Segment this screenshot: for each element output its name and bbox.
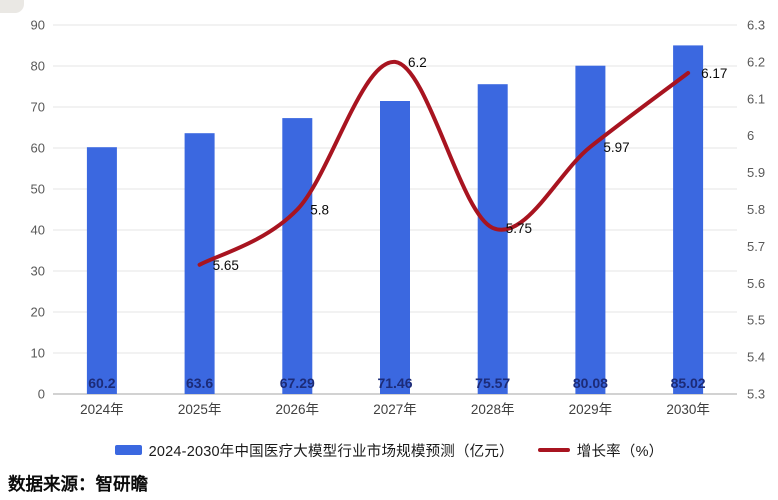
- bar: [477, 84, 508, 394]
- line-value-label: 5.75: [506, 221, 532, 236]
- line-series-swatch-icon: [537, 448, 570, 452]
- bar-series-label: 2024-2030年中国医疗大模型行业市场规模预测（亿元）: [148, 443, 514, 460]
- x-axis-label: 2024年: [80, 402, 124, 417]
- line-value-label: 6.2: [408, 55, 427, 70]
- bar-value-label: 60.2: [88, 375, 115, 391]
- right-axis-tick-label: 5.9: [747, 165, 765, 180]
- line-value-label: 6.17: [701, 66, 727, 81]
- left-axis-tick-label: 20: [31, 305, 45, 320]
- right-axis-tick-label: 6.2: [747, 54, 765, 69]
- bar: [575, 65, 606, 394]
- left-axis-tick-label: 50: [31, 182, 45, 197]
- left-axis-tick-label: 40: [31, 223, 45, 238]
- left-axis-tick-label: 0: [38, 387, 45, 402]
- bar-value-label: 71.46: [377, 375, 412, 391]
- right-axis-tick-label: 5.7: [747, 239, 765, 254]
- left-axis-tick-label: 80: [31, 59, 45, 74]
- bar-series-swatch-icon: [114, 445, 142, 455]
- growth-rate-line: [197, 59, 691, 267]
- left-axis-tick-label: 30: [31, 264, 45, 279]
- left-axis-tick-label: 70: [31, 100, 45, 115]
- bar-value-label: 63.6: [186, 375, 213, 391]
- x-axis-label: 2025年: [178, 402, 222, 417]
- bar-value-label: 75.57: [475, 375, 510, 391]
- x-axis-label: 2029年: [569, 402, 613, 417]
- bar: [673, 45, 704, 395]
- legend-item-bar-series: 2024-2030年中国医疗大模型行业市场规模预测（亿元）: [114, 440, 514, 461]
- legend: 2024-2030年中国医疗大模型行业市场规模预测（亿元） 增长率（%）: [0, 438, 778, 462]
- line-series-label: 增长率（%）: [576, 443, 664, 460]
- x-axis-label: 2027年: [373, 402, 417, 417]
- right-axis-tick-label: 5.3: [747, 387, 765, 402]
- line-value-label: 5.8: [310, 203, 329, 218]
- x-axis-label: 2028年: [471, 402, 515, 417]
- legend-item-line-series: 增长率（%）: [537, 440, 664, 461]
- left-axis-tick-label: 10: [31, 346, 45, 361]
- bar: [86, 147, 117, 394]
- x-axis-label: 2026年: [276, 402, 320, 417]
- left-axis-tick-label: 60: [31, 141, 45, 156]
- bar: [380, 101, 410, 394]
- right-axis-tick-label: 6: [747, 128, 754, 143]
- right-axis-tick-label: 5.8: [747, 202, 765, 217]
- combo-chart: 0 10 20 30 40 50 60 70 80 90 5.3 5.4 5.5 5.6 5.7 5.8 5.9…: [31, 18, 766, 418]
- right-axis-tick-label: 6.1: [747, 91, 765, 106]
- x-axis-label: 2030年: [666, 402, 710, 417]
- line-value-label: 5.65: [213, 258, 239, 273]
- right-axis-tick-label: 6.3: [747, 18, 765, 33]
- corner-artifact: [0, 0, 24, 13]
- right-axis-tick-label: 5.5: [747, 313, 765, 328]
- bar-value-label: 67.29: [280, 375, 315, 391]
- data-source-label: 数据来源：智研瞻: [8, 474, 148, 494]
- bar: [282, 118, 313, 394]
- bar-value-label: 85.02: [671, 375, 706, 391]
- left-axis-tick-label: 90: [31, 18, 45, 33]
- bar-value-label: 80.08: [573, 375, 608, 391]
- right-axis-tick-label: 5.4: [747, 350, 765, 365]
- right-axis-tick-label: 5.6: [747, 276, 765, 291]
- line-value-label: 5.97: [603, 140, 629, 155]
